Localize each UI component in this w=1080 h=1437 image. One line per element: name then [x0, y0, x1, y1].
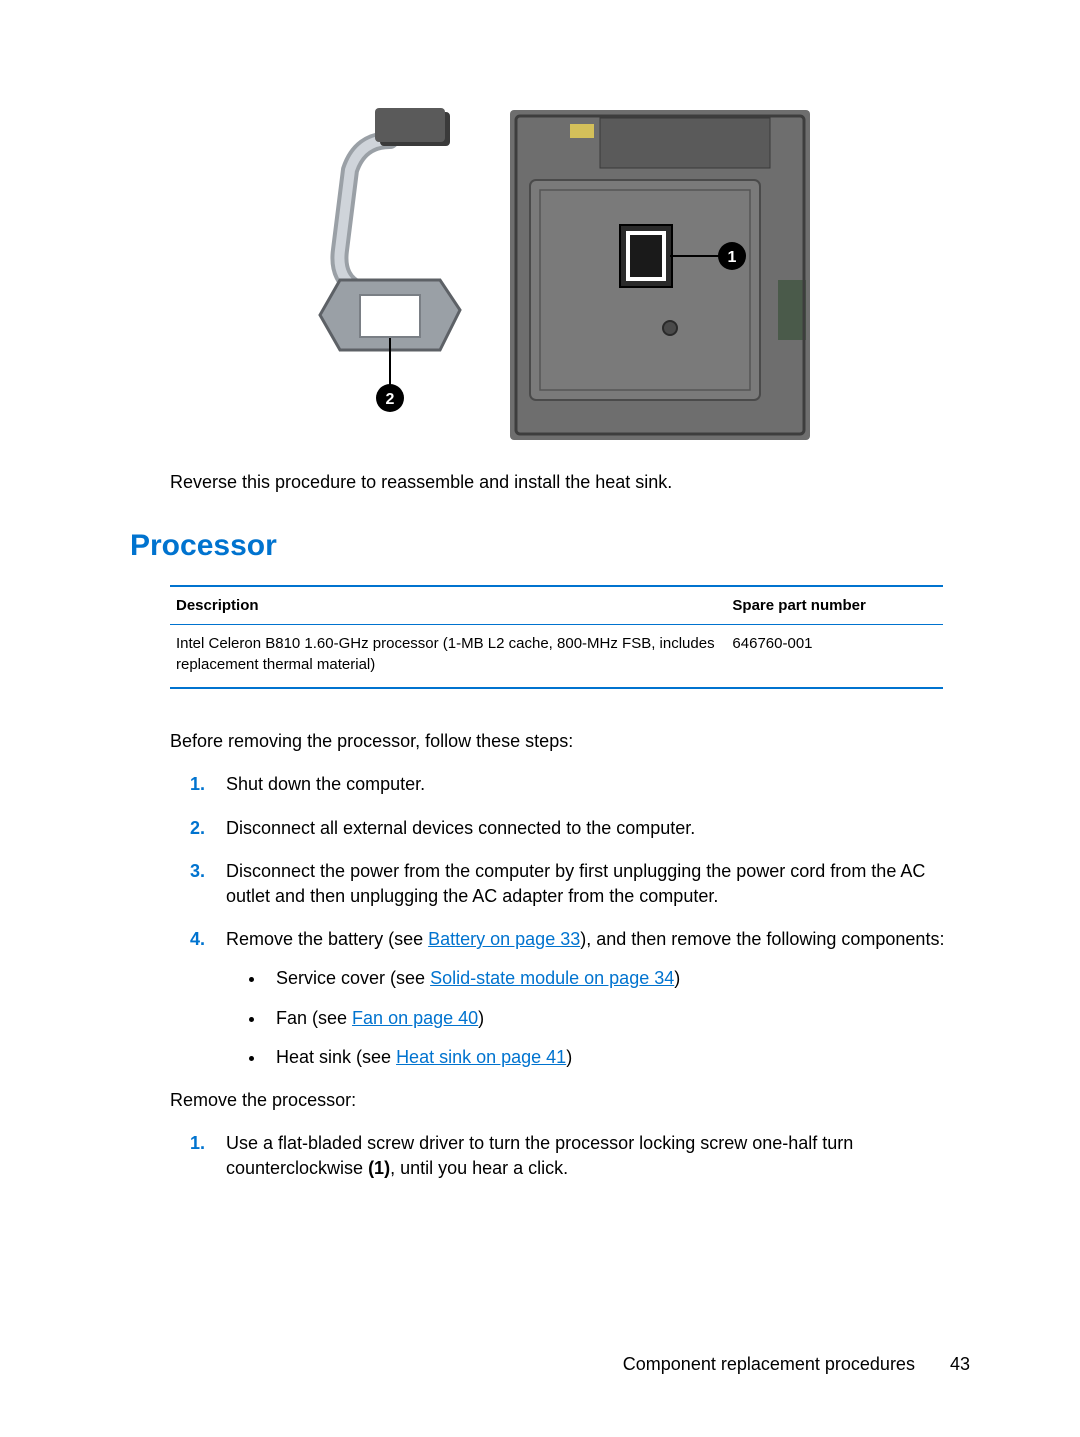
footer-section: Component replacement procedures: [623, 1354, 915, 1374]
list-item: Service cover (see Solid-state module on…: [266, 966, 970, 991]
th-spare-part: Spare part number: [726, 586, 942, 625]
step4-pre: Remove the battery (see: [226, 929, 428, 949]
prep-steps-list: Shut down the computer. Disconnect all e…: [190, 772, 970, 1070]
remove-intro: Remove the processor:: [170, 1088, 970, 1113]
step4-post: ), and then remove the following compone…: [580, 929, 944, 949]
bullet-pre: Fan (see: [276, 1008, 352, 1028]
link-fan[interactable]: Fan on page 40: [352, 1008, 478, 1028]
step-item: Disconnect the power from the computer b…: [190, 859, 970, 909]
footer-page-number: 43: [950, 1354, 970, 1374]
th-description: Description: [170, 586, 726, 625]
page-footer: Component replacement procedures 43: [623, 1352, 970, 1377]
bullet-post: ): [566, 1047, 572, 1067]
rstep1-post: , until you hear a click.: [390, 1158, 568, 1178]
diagram-svg: 2 1: [280, 80, 820, 440]
intro-text: Before removing the processor, follow th…: [170, 729, 970, 754]
td-description: Intel Celeron B810 1.60-GHz processor (1…: [170, 625, 726, 689]
bullet-pre: Heat sink (see: [276, 1047, 396, 1067]
remove-steps-list: Use a flat-bladed screw driver to turn t…: [190, 1131, 970, 1181]
svg-text:2: 2: [386, 391, 395, 408]
table-row: Intel Celeron B810 1.60-GHz processor (1…: [170, 625, 943, 689]
link-heat-sink[interactable]: Heat sink on page 41: [396, 1047, 566, 1067]
link-battery[interactable]: Battery on page 33: [428, 929, 580, 949]
svg-text:1: 1: [728, 249, 737, 266]
step-item: Shut down the computer.: [190, 772, 970, 797]
spare-parts-table: Description Spare part number Intel Cele…: [170, 585, 943, 689]
step-item: Use a flat-bladed screw driver to turn t…: [190, 1131, 970, 1181]
link-solid-state[interactable]: Solid-state module on page 34: [430, 968, 674, 988]
figure-caption: Reverse this procedure to reassemble and…: [170, 470, 970, 495]
bullet-post: ): [478, 1008, 484, 1028]
step-item: Remove the battery (see Battery on page …: [190, 927, 970, 1070]
bullet-post: ): [674, 968, 680, 988]
list-item: Fan (see Fan on page 40): [266, 1006, 970, 1031]
step-item: Disconnect all external devices connecte…: [190, 816, 970, 841]
list-item: Heat sink (see Heat sink on page 41): [266, 1045, 970, 1070]
heat-sink-figure: 2 1: [280, 80, 820, 440]
sub-bullets: Service cover (see Solid-state module on…: [266, 966, 970, 1070]
rstep1-bold: (1): [368, 1158, 390, 1178]
td-spare-part: 646760-001: [726, 625, 942, 689]
section-title-processor: Processor: [130, 525, 970, 567]
bullet-pre: Service cover (see: [276, 968, 430, 988]
